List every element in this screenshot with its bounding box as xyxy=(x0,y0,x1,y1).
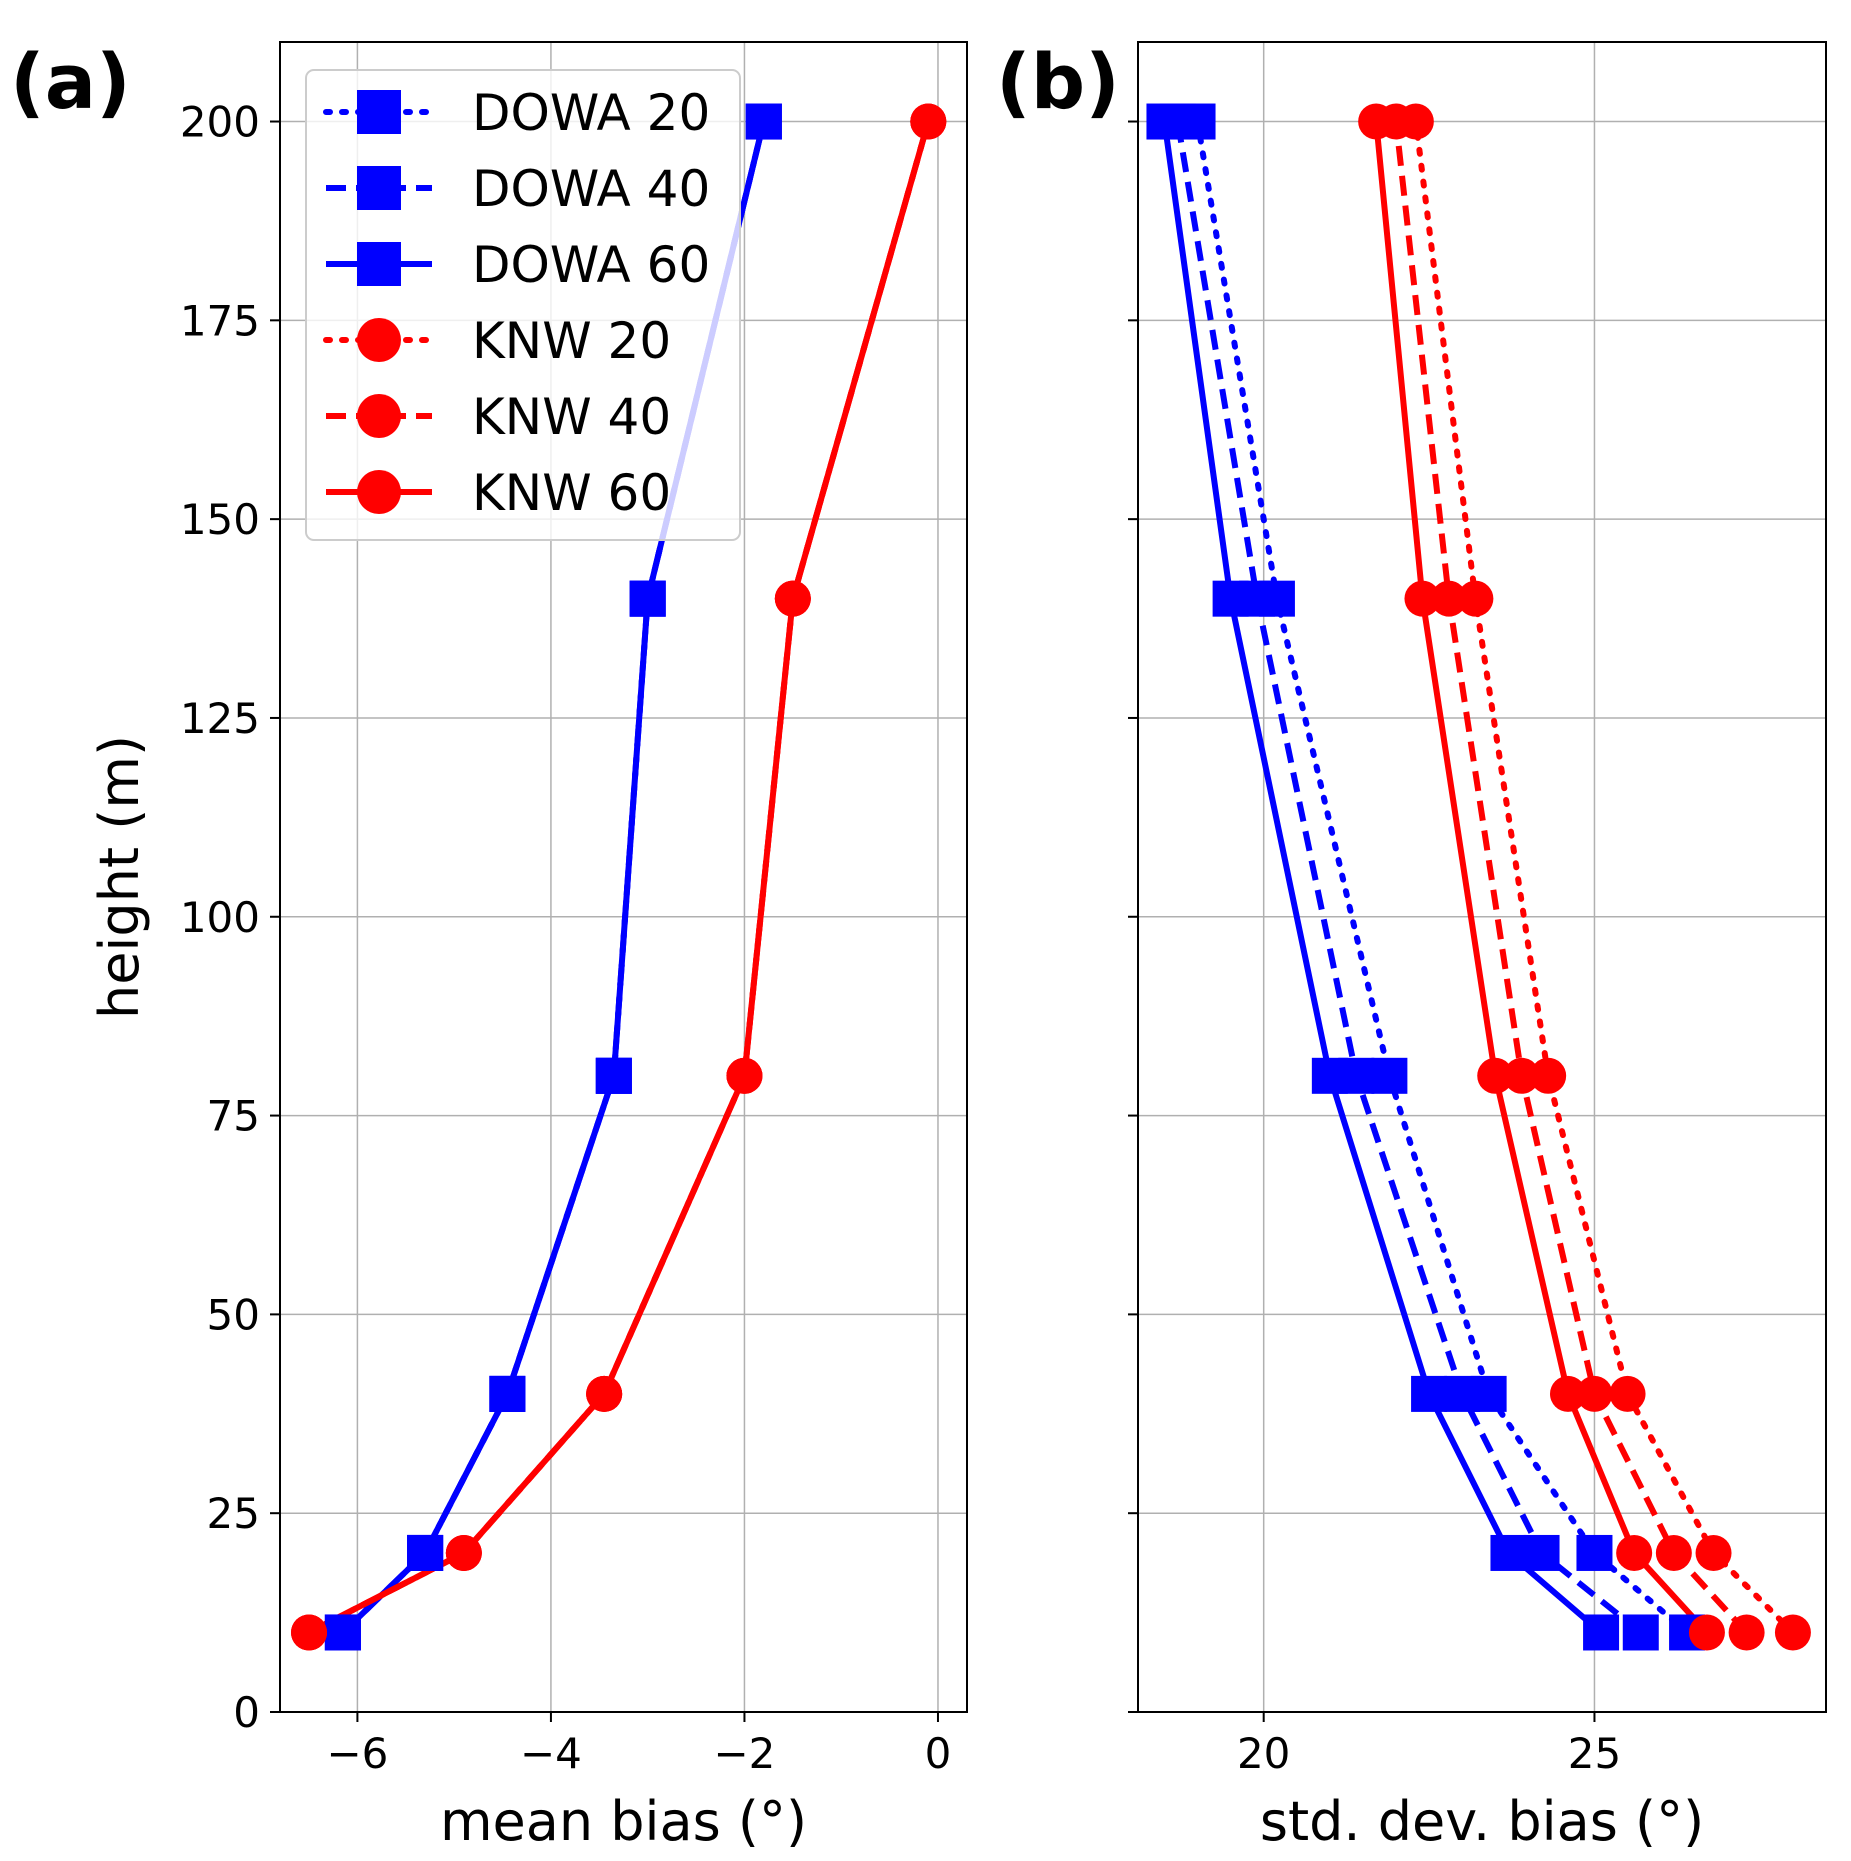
data-point-square xyxy=(595,1057,632,1094)
data-point-circle xyxy=(1688,1614,1725,1651)
legend-marker-square xyxy=(357,90,401,134)
data-point-circle xyxy=(445,1534,482,1571)
data-point-circle xyxy=(1358,103,1395,140)
data-point-circle xyxy=(1695,1534,1732,1571)
data-point-square xyxy=(1523,1534,1560,1571)
legend-label: DOWA 20 xyxy=(472,84,710,142)
data-point-circle xyxy=(910,103,947,140)
data-point-square xyxy=(1444,1375,1481,1412)
data-point-square xyxy=(1622,1614,1659,1651)
y-tick-label: 0 xyxy=(233,1688,260,1737)
data-point-circle xyxy=(774,580,811,617)
panel-label: (b) xyxy=(996,37,1120,126)
y-tick-label: 100 xyxy=(180,893,260,942)
panel-label: (a) xyxy=(10,37,131,126)
legend-marker-circle xyxy=(357,394,401,438)
x-tick-label: 20 xyxy=(1237,1729,1290,1778)
legend-label: KNW 20 xyxy=(472,312,671,370)
legend-label: KNW 60 xyxy=(472,464,671,522)
y-tick-label: 125 xyxy=(180,694,260,743)
data-point-circle xyxy=(1430,580,1467,617)
y-axis-label: height (m) xyxy=(88,735,151,1019)
data-point-circle xyxy=(726,1057,763,1094)
y-tick-label: 50 xyxy=(207,1290,260,1339)
panel-b: 20 25 std. dev. bias (°) (b) xyxy=(996,37,1827,1853)
x-tick-label: −4 xyxy=(520,1729,582,1778)
data-point-square xyxy=(489,1375,526,1412)
legend-label: DOWA 40 xyxy=(472,160,710,218)
data-point-circle xyxy=(1774,1614,1811,1651)
data-point-square xyxy=(1371,1057,1408,1094)
data-point-circle xyxy=(1457,580,1494,617)
legend-marker-square xyxy=(357,166,401,210)
data-point-square xyxy=(324,1614,361,1651)
data-point-square xyxy=(629,580,666,617)
data-point-circle xyxy=(1576,1375,1613,1412)
data-point-circle xyxy=(1530,1057,1567,1094)
legend-box xyxy=(305,69,741,541)
data-point-circle xyxy=(1655,1534,1692,1571)
data-point-square xyxy=(1411,1375,1448,1412)
data-point-circle xyxy=(1404,580,1441,617)
data-point-circle xyxy=(586,1375,623,1412)
data-point-square xyxy=(1490,1534,1527,1571)
data-point-circle xyxy=(291,1614,328,1651)
series-line xyxy=(1412,118,1796,1636)
data-point-square xyxy=(407,1534,444,1571)
data-point-square xyxy=(745,103,782,140)
x-axis-label: mean bias (°) xyxy=(440,1790,807,1853)
series-line xyxy=(1393,121,1749,1635)
data-point-circle xyxy=(1616,1534,1653,1571)
data-point-square xyxy=(1311,1057,1348,1094)
data-point-circle xyxy=(1728,1614,1765,1651)
legend-marker-circle xyxy=(357,470,401,514)
x-axis-label: std. dev. bias (°) xyxy=(1260,1790,1704,1853)
plot-frame xyxy=(1137,41,1827,1713)
plot-frame xyxy=(279,41,968,1713)
legend-label: KNW 40 xyxy=(472,388,671,446)
y-tick-label: 150 xyxy=(180,495,260,544)
data-point-square xyxy=(1576,1534,1613,1571)
data-point-square xyxy=(1146,103,1183,140)
y-tick-label: 25 xyxy=(207,1489,260,1538)
x-tick-label: 0 xyxy=(925,1729,952,1778)
data-point-circle xyxy=(1503,1057,1540,1094)
data-point-circle xyxy=(1477,1057,1514,1094)
x-tick-label: −2 xyxy=(713,1729,775,1778)
legend: DOWA 20 DOWA 40 DOWA 60 KNW 20 KNW 40 KNW 60 xyxy=(305,69,741,541)
data-point-square xyxy=(1583,1614,1620,1651)
x-tick-label: −6 xyxy=(326,1729,388,1778)
data-point-square xyxy=(1212,580,1249,617)
legend-label: DOWA 60 xyxy=(472,236,710,294)
x-tick-label: 25 xyxy=(1568,1729,1621,1778)
data-point-circle xyxy=(1609,1375,1646,1412)
panel-a: −6 −4 −2 0 0 25 50 75 100 125 150 175 200 mean bias (… xyxy=(10,37,968,1853)
y-tick-label: 75 xyxy=(207,1092,260,1141)
data-point-circle xyxy=(1550,1375,1586,1412)
y-tick-label: 200 xyxy=(180,98,260,147)
legend-marker-circle xyxy=(357,318,401,362)
y-tick-label: 175 xyxy=(180,296,260,345)
legend-marker-square xyxy=(357,242,401,286)
